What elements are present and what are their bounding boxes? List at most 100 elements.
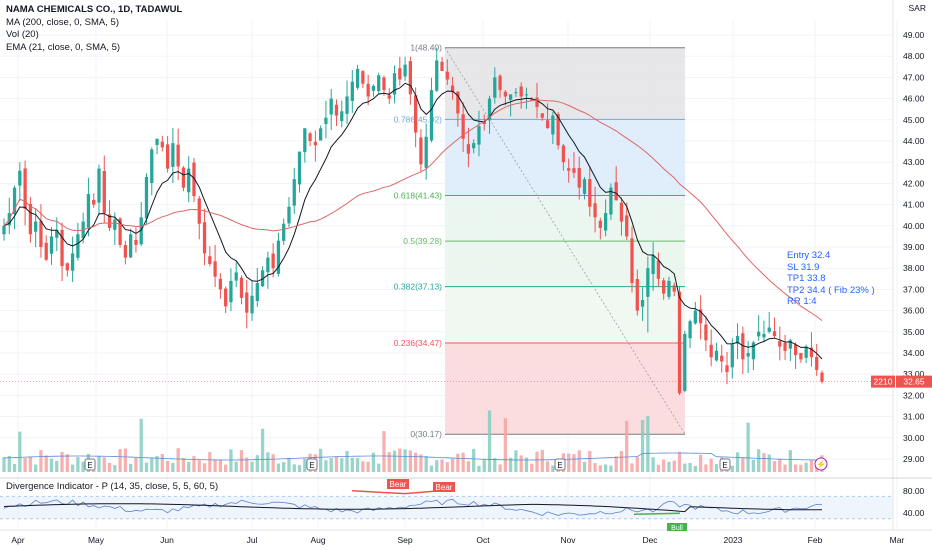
candle-body [160,141,164,148]
volume-bar [466,461,471,472]
candle-body [461,114,465,139]
candle-body [820,372,824,382]
candle-body [456,91,460,114]
candle-body [487,98,492,121]
volume-bar [503,418,507,472]
candle-body [176,144,180,167]
volume-bar [60,451,64,472]
volume-bar [498,464,502,472]
volume-tag-box [871,375,895,388]
volume-bar [714,464,719,472]
volume-bar [625,420,629,472]
candle-body [39,220,43,247]
candle-body [704,324,708,341]
volume-bar [208,452,212,472]
earnings-marker: E [719,458,731,471]
candle-body [551,115,555,135]
candle-body [593,203,597,218]
fib-zone [445,343,685,435]
volume-bar [799,464,803,472]
candle-body [498,75,502,91]
ma200-legend[interactable]: MA (200, close, 0, SMA, 5) [6,16,119,28]
volume-bar [176,448,180,472]
price-tick-label: 48.00 [903,51,925,61]
candle-body [783,342,787,351]
bull-label: Bull [667,523,687,532]
volume-bar [113,465,117,472]
volume-bar [44,455,48,472]
volume-bar [144,462,149,472]
candle-body [445,71,449,80]
candle-body [12,187,17,215]
volume-bar [49,458,54,472]
divergence-title[interactable]: Divergence Indicator - P (14, 35, close,… [6,481,219,492]
candle-body [292,179,296,206]
candle-body [392,73,397,95]
volume-bar [493,458,497,472]
bear-label-box [387,479,409,489]
candle-body [340,111,344,122]
candle-body [398,68,402,80]
volume-bar [514,450,518,472]
candle-body [44,242,48,260]
price-tick-label: 42.00 [903,178,925,188]
candle-body [435,60,439,91]
candle-body [303,128,307,153]
volume-bar [762,453,766,472]
price-tick-label: 43.00 [903,157,925,167]
candle-body [245,292,249,313]
volume-bar [456,453,460,472]
volume-bar [804,462,808,472]
candle-body [582,179,587,194]
volume-bar [7,455,11,472]
candle-body [493,77,497,98]
volume-bar [598,465,602,472]
candle-body [672,285,676,292]
candle-body [556,114,560,146]
alert-icon [814,457,828,471]
volume-bar [12,463,17,472]
volume-bar [477,465,481,472]
time-tick-label: 2023 [724,535,743,545]
volume-bar [160,453,164,472]
candle-body [424,136,428,168]
volume-bar [757,449,761,472]
volume-bar [588,451,592,472]
candle-body [271,253,275,269]
volume-bar [709,458,713,472]
volume-bar [255,455,259,472]
earnings-label: E [722,461,727,470]
candle-body [793,344,798,356]
volume-bar [224,464,228,472]
candle-body [635,279,639,311]
candle-body [197,198,201,224]
volume-bar [266,452,270,472]
fib-level-label: 0.786(45.02) [394,114,442,124]
candle-body [429,90,434,141]
earnings-box [84,458,96,471]
volume-bar [688,463,692,472]
volume-bar [424,456,428,472]
bear-label: Bear [387,479,409,489]
candle-body [614,182,618,201]
candle-body [65,263,69,271]
volume-bar [741,457,745,472]
volume-bar [282,461,286,472]
candle-body [440,61,444,72]
candle-body [276,240,281,274]
candle-body [92,199,96,205]
candle-body [408,61,412,95]
candle-body [735,336,740,344]
volume-bar [287,457,291,472]
candle-body [113,219,117,230]
earnings-label: E [557,461,562,470]
candle-body [287,206,291,224]
volume-legend[interactable]: Vol (20) [6,29,39,40]
volume-bar [387,452,391,472]
ema21-legend[interactable]: EMA (21, close, 0, SMA, 5) [6,41,121,53]
candle-body [255,283,259,302]
bear-label-text: Bear [436,483,453,492]
candle-body [403,64,407,77]
candle-body [535,97,539,108]
